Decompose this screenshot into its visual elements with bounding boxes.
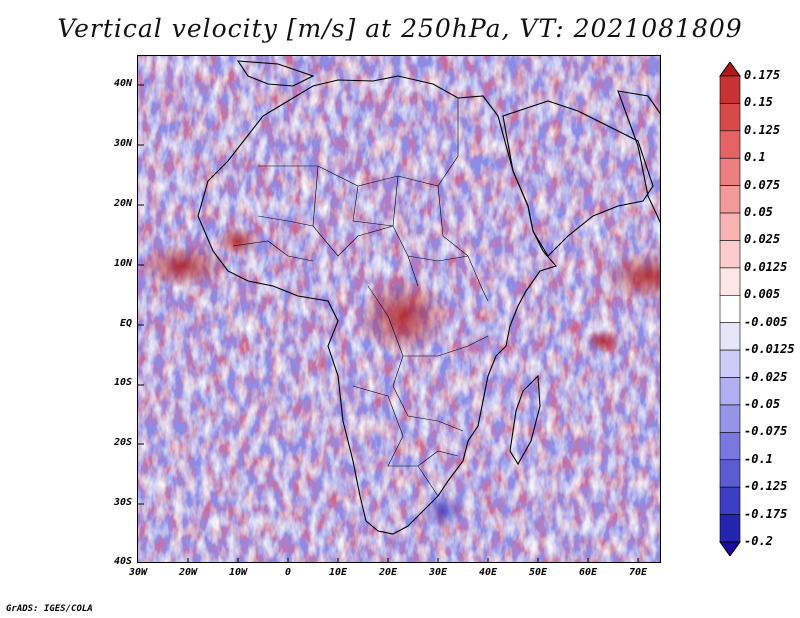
- lon-label: 60E: [578, 567, 598, 578]
- colorbar-label: -0.1: [744, 451, 773, 466]
- map-panel: [137, 55, 661, 563]
- colorbar-label: -0.125: [744, 479, 788, 494]
- colorbar-swatch: [719, 130, 741, 159]
- downdraft-south: [421, 493, 465, 529]
- colorbar-swatch: [719, 294, 741, 324]
- colorbar-swatch: [719, 432, 741, 461]
- lat-label: 30S: [113, 497, 132, 508]
- colorbar-label: 0.15: [744, 95, 773, 110]
- vertical-velocity-field: [138, 56, 660, 562]
- lon-label: 30W: [128, 567, 148, 578]
- colorbar-label: -0.0125: [744, 342, 795, 357]
- colorbar-swatch: [719, 514, 741, 543]
- colorbar-label: 0.0125: [744, 259, 788, 274]
- colorbar-label: 0.075: [744, 177, 781, 192]
- colorbar: [719, 62, 741, 556]
- lat-label: 10S: [113, 377, 132, 388]
- lon-label: 20E: [378, 567, 398, 578]
- colorbar-bottom-arrow: [719, 541, 741, 556]
- lon-label: 30E: [428, 567, 448, 578]
- colorbar-swatch: [719, 486, 741, 515]
- lat-label: 30N: [113, 138, 132, 149]
- colorbar-label: -0.175: [744, 506, 788, 521]
- colorbar-label: -0.05: [744, 396, 781, 411]
- lon-label: 70E: [628, 567, 648, 578]
- updraft-congo: [358, 276, 448, 356]
- colorbar-swatch: [719, 212, 741, 241]
- colorbar-swatch: [719, 185, 741, 214]
- colorbar-top-arrow: [719, 62, 741, 77]
- coastlines: [197, 60, 660, 535]
- credit-text: GrADS: IGES/COLA: [6, 604, 93, 614]
- lon-label: 10W: [228, 567, 248, 578]
- colorbar-swatch: [719, 322, 741, 351]
- colorbar-label: 0.005: [744, 287, 781, 302]
- colorbar-swatch: [719, 267, 741, 296]
- colorbar-label: 0.175: [744, 68, 781, 82]
- colorbar-swatch: [719, 157, 741, 186]
- colorbar-swatch: [719, 377, 741, 406]
- lon-label: 40E: [478, 567, 498, 578]
- colorbar-label: -0.005: [744, 314, 788, 329]
- colorbar-label: -0.025: [744, 369, 788, 384]
- colorbar-label: 0.025: [744, 232, 781, 247]
- colorbar-label: 0.1: [744, 150, 766, 165]
- chart-title: Vertical velocity [m/s] at 250hPa, VT: 2…: [57, 14, 743, 43]
- updraft-west-africa: [216, 226, 260, 256]
- updraft-indian-ocean: [603, 251, 660, 301]
- lat-label: 40S: [113, 556, 132, 567]
- updraft-atlantic: [138, 244, 228, 288]
- lon-label: 0: [284, 567, 292, 578]
- lon-label: 10E: [328, 567, 348, 578]
- colorbar-label: -0.2: [744, 534, 773, 548]
- axis-ticks: [138, 84, 639, 562]
- colorbar-label: -0.075: [744, 424, 788, 439]
- lon-label: 20W: [178, 567, 198, 578]
- colorbar-swatch: [719, 240, 741, 269]
- lat-label: EQ: [119, 318, 132, 329]
- lat-label: 40N: [113, 78, 132, 89]
- lat-label: 20S: [113, 437, 132, 448]
- colorbar-label: 0.125: [744, 122, 781, 137]
- colorbar-label: 0.05: [744, 205, 773, 220]
- lat-label: 10N: [113, 258, 132, 269]
- colorbar-swatch: [719, 75, 741, 104]
- lon-label: 50E: [528, 567, 548, 578]
- colorbar-swatch: [719, 349, 741, 378]
- lat-label: 20N: [113, 198, 132, 209]
- colorbar-swatch: [719, 103, 741, 132]
- colorbar-swatch: [719, 404, 741, 433]
- colorbar-swatch: [719, 459, 741, 488]
- updraft-east: [585, 329, 621, 353]
- country-borders: [232, 98, 489, 497]
